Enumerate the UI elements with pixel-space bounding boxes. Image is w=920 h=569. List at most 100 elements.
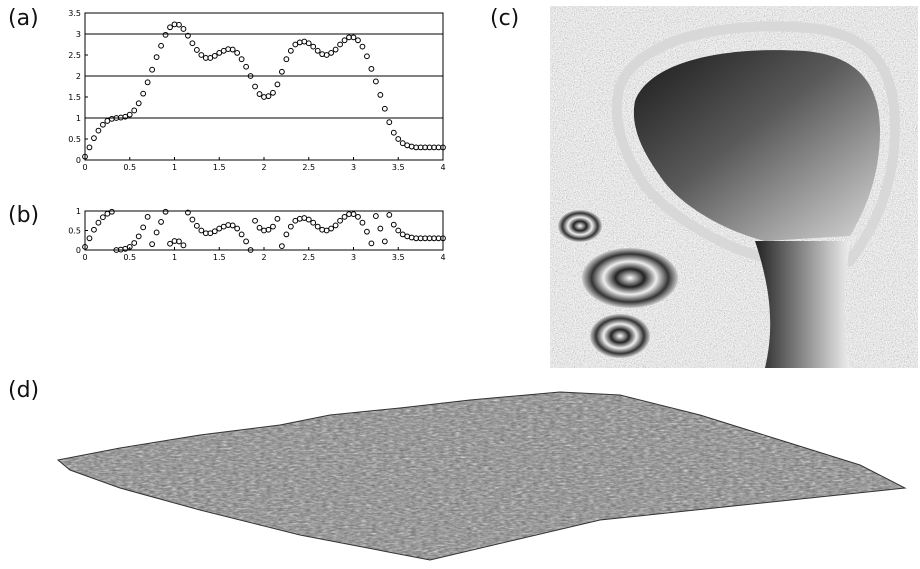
- chart-b-data-point: [176, 238, 182, 245]
- chart-a-data-point: [279, 68, 285, 75]
- chart-a-data-point: [372, 78, 379, 85]
- chart-b-data-point: [395, 227, 402, 234]
- chart-a-data-point: [176, 21, 182, 28]
- chart-a-data-point: [305, 40, 312, 47]
- chart-b-data-point: [162, 208, 169, 215]
- chart-b-data-point: [279, 243, 285, 249]
- chart-b-data-point: [283, 231, 290, 238]
- chart-b-data-point: [247, 247, 254, 253]
- phase-ring-region: [582, 248, 678, 308]
- chart-a-data-point: [399, 140, 406, 147]
- chart-b-data-point: [296, 215, 303, 222]
- chart-a-data-point: [395, 136, 402, 142]
- chart-a-data-point: [153, 54, 160, 60]
- chart-b-x-tick-label: 0.5: [123, 253, 136, 262]
- chart-a-data-point: [377, 92, 384, 98]
- chart-b-data-point: [256, 224, 263, 231]
- chart-a-data-point: [359, 43, 366, 50]
- chart-b: 0 0.5 1 1.5 2 2.5 3 3.5 4 0 0.5 1: [68, 207, 446, 262]
- chart-a-data-point: [381, 105, 388, 112]
- chart-a-data-point: [368, 65, 375, 72]
- chart-b-data-point: [332, 222, 339, 229]
- chart-b-data-point: [328, 225, 335, 232]
- chart-a-x-tick-label: 4: [440, 163, 445, 172]
- chart-a-x-tick-label: 3.5: [392, 163, 405, 172]
- chart-a-data-point: [332, 46, 339, 53]
- chart-a-data-point: [234, 50, 241, 56]
- chart-b-data-point: [265, 226, 272, 233]
- chart-a-data-point: [189, 40, 196, 47]
- chart-b-data-point: [408, 234, 415, 241]
- chart-a-data-point: [144, 79, 151, 86]
- chart-a-data-point: [229, 46, 236, 53]
- chart-b-data-point: [377, 225, 384, 232]
- chart-b-data-point: [350, 211, 357, 218]
- chart-a-x-tick-label: 0: [82, 163, 87, 172]
- chart-b-data-point: [359, 219, 366, 226]
- chart-a-y-tick-label: 3.5: [68, 9, 81, 18]
- chart-a-y-tick-label: 1: [76, 114, 81, 123]
- chart-b-data-point: [198, 227, 205, 234]
- chart-a-y-tick-label: 1.5: [68, 93, 81, 102]
- chart-b-data-point: [131, 240, 138, 246]
- chart-a-data-point: [122, 113, 129, 120]
- chart-b-data-point: [252, 217, 258, 224]
- chart-a-data-point: [91, 135, 97, 142]
- chart-b-data-point: [229, 222, 236, 229]
- chart-a-y-tick-label: 3: [76, 30, 81, 39]
- chart-b-data-point: [310, 219, 317, 226]
- chart-b-data-point: [305, 216, 312, 223]
- chart-b-data-point: [108, 208, 115, 215]
- mri-phase-image: [550, 6, 918, 368]
- chart-a-data-point: [158, 42, 164, 49]
- chart-a-data-point: [149, 66, 156, 73]
- chart-a-data-point: [386, 119, 393, 126]
- surface-plot-3d: [56, 391, 907, 561]
- chart-b-data-point: [381, 238, 388, 245]
- chart-b-data-point: [211, 228, 218, 235]
- chart-a-data-point: [100, 121, 106, 128]
- chart-a-data-point: [135, 100, 142, 107]
- chart-b-x-tick-label: 1: [172, 253, 177, 262]
- chart-b-data-point: [238, 231, 245, 238]
- chart-a-data-point: [167, 24, 173, 31]
- chart-a-plot-frame: [84, 12, 444, 161]
- chart-a: 0 0.5 1 1.5 2 2.5 3 3.5 4 0 0.5 1 1.5 2 2.5 3 3.5: [68, 9, 446, 172]
- chart-b-y-tick-label: 0.5: [68, 227, 81, 236]
- surface-edge: [56, 391, 907, 561]
- chart-b-y-tick-label: 1: [76, 207, 81, 216]
- chart-a-data-point: [198, 52, 205, 58]
- chart-b-data-point: [337, 217, 343, 224]
- chart-a-data-point: [238, 56, 245, 63]
- chart-a-data-point: [126, 111, 133, 118]
- chart-a-data-point: [328, 50, 335, 56]
- chart-a-data-point: [108, 115, 115, 122]
- chart-b-x-tick-label: 3.5: [392, 253, 405, 262]
- chart-b-data-point: [319, 226, 326, 233]
- chart-a-data-point: [390, 129, 397, 136]
- chart-b-x-tick-label: 4: [440, 253, 445, 262]
- chart-b-data-point: [287, 223, 294, 230]
- chart-a-y-tick-label: 2: [76, 72, 81, 81]
- chart-a-data-point: [243, 63, 250, 70]
- chart-b-x-tick-label: 2.5: [302, 253, 315, 262]
- chart-a-data-point: [270, 89, 276, 96]
- chart-a-data-point: [274, 81, 281, 88]
- chart-b-data-point: [149, 241, 156, 248]
- panel-label-d: (d): [8, 378, 40, 403]
- chart-a-data-point: [82, 153, 88, 160]
- chart-b-data-point: [440, 235, 446, 242]
- chart-b-data-point: [270, 223, 276, 230]
- chart-a-y-tick-label: 0: [76, 156, 81, 165]
- chart-b-data-point: [372, 213, 379, 219]
- chart-b-data-point: [140, 224, 147, 231]
- chart-a-data-point: [319, 51, 326, 58]
- chart-b-data-point: [261, 227, 267, 234]
- skull-outline: [611, 21, 901, 267]
- brain-region: [633, 50, 880, 242]
- chart-a-data-point: [140, 90, 147, 97]
- chart-a-x-tick-label: 3: [351, 163, 356, 172]
- chart-b-data-point: [390, 221, 397, 228]
- chart-a-data-point: [104, 118, 111, 124]
- chart-b-data-point: [100, 214, 106, 221]
